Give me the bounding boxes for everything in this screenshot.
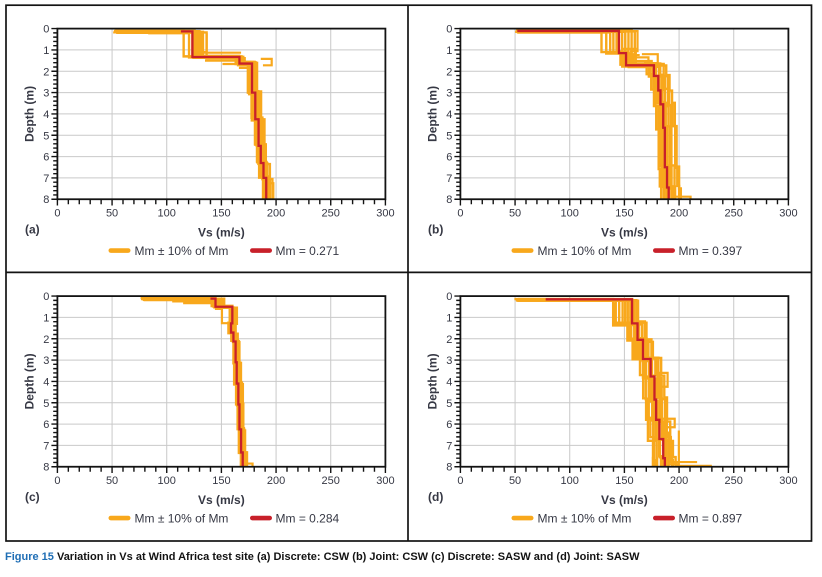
svg-text:200: 200	[267, 475, 285, 487]
svg-text:1: 1	[43, 312, 49, 324]
svg-text:5: 5	[446, 398, 452, 410]
svg-text:5: 5	[446, 130, 452, 142]
svg-text:100: 100	[158, 475, 176, 487]
svg-text:6: 6	[43, 152, 49, 164]
svg-text:250: 250	[725, 475, 743, 487]
svg-text:50: 50	[106, 475, 118, 487]
svg-text:150: 150	[615, 208, 633, 220]
svg-text:Mm ± 10% of Mm: Mm ± 10% of Mm	[538, 244, 632, 258]
svg-text:2: 2	[43, 334, 49, 346]
svg-text:7: 7	[446, 440, 452, 452]
svg-text:Vs (m/s): Vs (m/s)	[601, 493, 648, 507]
svg-text:3: 3	[43, 88, 49, 100]
svg-text:250: 250	[322, 208, 340, 220]
svg-text:(d): (d)	[428, 490, 443, 504]
svg-text:8: 8	[446, 194, 452, 206]
svg-text:4: 4	[446, 376, 452, 388]
svg-text:5: 5	[43, 398, 49, 410]
svg-text:300: 300	[376, 475, 394, 487]
svg-text:2: 2	[446, 334, 452, 346]
svg-text:2: 2	[446, 66, 452, 78]
svg-text:100: 100	[561, 475, 579, 487]
svg-text:50: 50	[106, 208, 118, 220]
svg-text:250: 250	[725, 208, 743, 220]
svg-text:0: 0	[54, 208, 60, 220]
svg-text:8: 8	[43, 462, 49, 474]
svg-text:150: 150	[615, 475, 633, 487]
svg-text:0: 0	[457, 208, 463, 220]
svg-text:0: 0	[54, 475, 60, 487]
svg-text:Mm = 0.271: Mm = 0.271	[276, 244, 340, 258]
svg-text:Depth (m): Depth (m)	[426, 86, 440, 142]
svg-text:0: 0	[446, 291, 452, 303]
svg-text:300: 300	[376, 208, 394, 220]
svg-text:Mm = 0.897: Mm = 0.897	[679, 511, 743, 525]
svg-text:Depth (m): Depth (m)	[23, 353, 37, 409]
svg-text:Mm ± 10% of Mm: Mm ± 10% of Mm	[538, 511, 632, 525]
svg-text:100: 100	[158, 208, 176, 220]
svg-text:Vs (m/s): Vs (m/s)	[198, 493, 245, 507]
svg-text:4: 4	[446, 109, 452, 121]
svg-text:100: 100	[561, 208, 579, 220]
svg-text:Vs (m/s): Vs (m/s)	[198, 226, 245, 240]
svg-text:1: 1	[446, 312, 452, 324]
svg-text:3: 3	[446, 88, 452, 100]
svg-text:Mm ± 10% of Mm: Mm ± 10% of Mm	[135, 244, 229, 258]
svg-text:4: 4	[43, 109, 49, 121]
svg-text:0: 0	[43, 24, 49, 36]
svg-text:8: 8	[446, 462, 452, 474]
svg-text:300: 300	[779, 475, 797, 487]
svg-text:7: 7	[446, 173, 452, 185]
svg-text:200: 200	[670, 208, 688, 220]
svg-text:3: 3	[43, 355, 49, 367]
svg-text:0: 0	[457, 475, 463, 487]
svg-text:(c): (c)	[25, 490, 40, 504]
svg-text:Mm = 0.284: Mm = 0.284	[276, 511, 340, 525]
svg-text:Mm ± 10% of Mm: Mm ± 10% of Mm	[135, 511, 229, 525]
svg-text:5: 5	[43, 130, 49, 142]
svg-text:3: 3	[446, 355, 452, 367]
svg-text:200: 200	[670, 475, 688, 487]
svg-text:50: 50	[509, 475, 521, 487]
svg-text:Depth (m): Depth (m)	[426, 353, 440, 409]
svg-text:(b): (b)	[428, 223, 443, 237]
svg-text:250: 250	[322, 475, 340, 487]
svg-text:50: 50	[509, 208, 521, 220]
svg-text:Depth (m): Depth (m)	[23, 86, 37, 142]
svg-text:200: 200	[267, 208, 285, 220]
svg-text:Mm = 0.397: Mm = 0.397	[679, 244, 743, 258]
svg-text:4: 4	[43, 376, 49, 388]
svg-text:150: 150	[212, 208, 230, 220]
svg-text:300: 300	[779, 208, 797, 220]
svg-text:0: 0	[43, 291, 49, 303]
svg-text:6: 6	[43, 419, 49, 431]
svg-text:1: 1	[43, 45, 49, 57]
svg-text:6: 6	[446, 419, 452, 431]
svg-text:(a): (a)	[25, 223, 40, 237]
svg-text:6: 6	[446, 152, 452, 164]
svg-text:7: 7	[43, 173, 49, 185]
svg-text:2: 2	[43, 66, 49, 78]
svg-text:Figure 15 Variation in Vs at W: Figure 15 Variation in Vs at Wind Africa…	[5, 551, 640, 563]
svg-text:Vs (m/s): Vs (m/s)	[601, 226, 648, 240]
svg-text:7: 7	[43, 440, 49, 452]
svg-text:1: 1	[446, 45, 452, 57]
svg-text:8: 8	[43, 194, 49, 206]
svg-text:0: 0	[446, 24, 452, 36]
svg-text:150: 150	[212, 475, 230, 487]
